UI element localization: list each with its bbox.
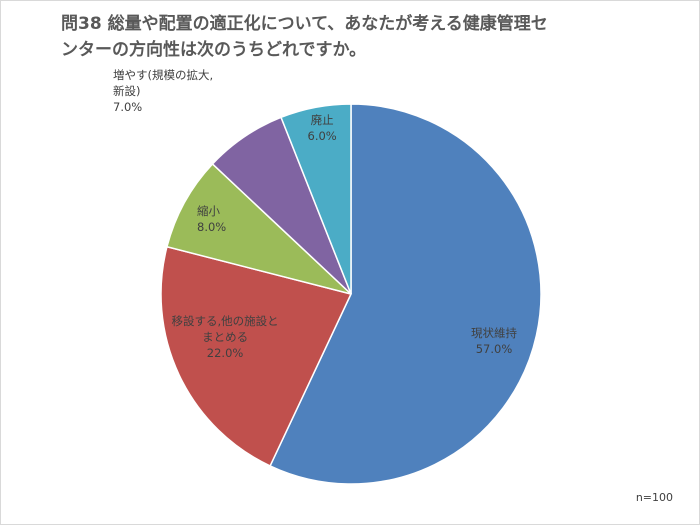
pie-slice-1 (160, 245, 353, 467)
slice-value-label: 6.0% (307, 129, 337, 143)
slice-label-3: 増やす(規模の拡大, 新設) 7.0% (113, 67, 213, 115)
slice-label-text: 縮小 (197, 204, 220, 218)
slice-label-text: 移設する,他の施設と (171, 314, 279, 328)
sample-size-note: n=100 (635, 491, 673, 504)
chart-title-line-1: 問38 総量や配置の適正化について、あなたが考える健康管理セ (61, 14, 548, 34)
slice-value-label: 22.0% (206, 346, 244, 360)
slice-label-2: 縮小 8.0% (197, 203, 226, 235)
slice-label-text: まとめる (202, 330, 249, 344)
slice-label-0: 現状維持 57.0% (471, 325, 517, 357)
pie-slice-2 (166, 162, 352, 295)
chart-title: 問38 総量や配置の適正化について、あなたが考える健康管理セ ンターの方向性は次… (61, 11, 661, 63)
slice-label-1: 移設する,他の施設と まとめる 22.0% (172, 313, 279, 361)
pie-slice-0 (269, 103, 542, 485)
slice-label-text: 現状維持 (471, 326, 517, 340)
pie-slice-4 (280, 103, 352, 295)
slice-value-label: 8.0% (197, 220, 227, 234)
slice-label-4: 廃止 6.0% (308, 112, 337, 144)
slice-value-label: 57.0% (475, 342, 513, 356)
chart-title-line-2: ンターの方向性は次のうちどれですか。 (61, 40, 367, 60)
slice-label-text: 増やす(規模の拡大, (113, 68, 214, 82)
slice-label-text: 新設) (113, 84, 141, 98)
slice-value-label: 7.0% (113, 100, 143, 114)
slice-label-text: 廃止 (310, 113, 334, 127)
